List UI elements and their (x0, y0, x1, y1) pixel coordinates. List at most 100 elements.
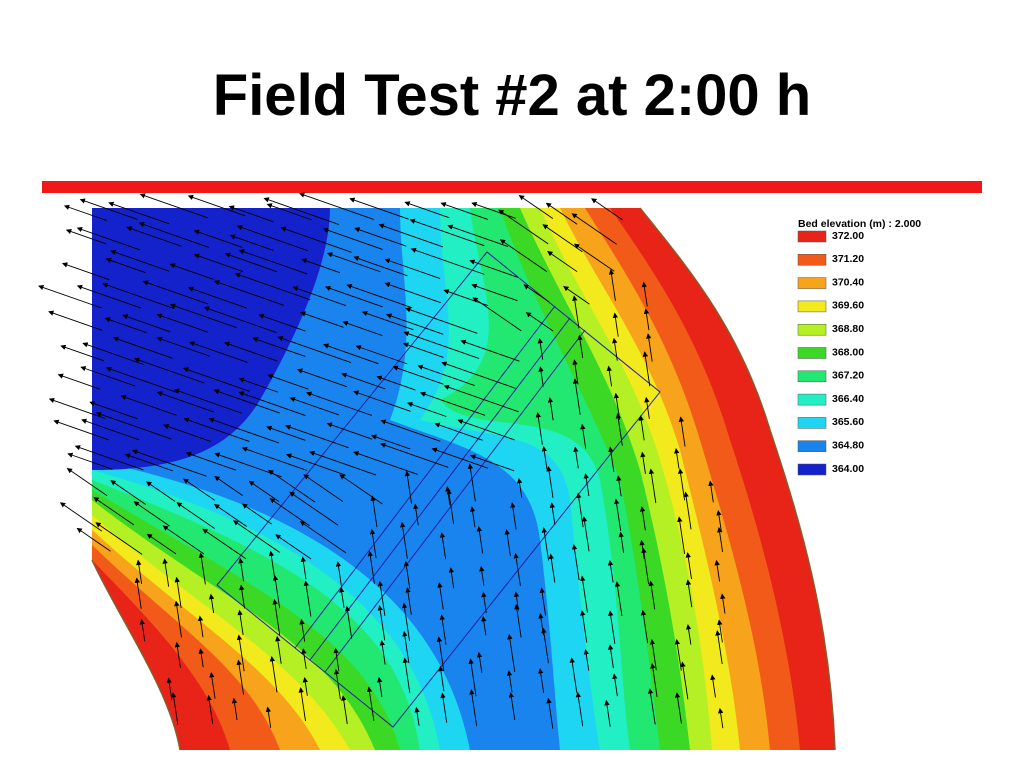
velocity-arrow (138, 222, 210, 248)
velocity-arrow (203, 306, 277, 333)
velocity-arrow (685, 624, 692, 645)
velocity-arrow (498, 209, 549, 245)
velocity-arrow (105, 257, 146, 274)
velocity-arrow (720, 593, 726, 614)
velocity-arrow (436, 636, 445, 672)
velocity-arrow (213, 280, 285, 306)
velocity-arrow (301, 648, 307, 670)
velocity-arrow (419, 391, 486, 416)
velocity-arrow (708, 480, 714, 503)
velocity-arrow (265, 706, 272, 728)
test-frame (216, 251, 661, 728)
legend-label: 372.00 (832, 230, 864, 242)
velocity-arrow (538, 668, 545, 693)
velocity-arrow (231, 697, 238, 721)
velocity-arrow (583, 649, 590, 671)
velocity-arrow (110, 480, 147, 505)
velocity-arrow (380, 419, 441, 442)
velocity-arrow (182, 367, 251, 392)
velocity-arrow (683, 491, 692, 530)
velocity-arrow (139, 193, 208, 219)
velocity-arrow (537, 337, 544, 360)
velocity-arrow (344, 605, 353, 639)
velocity-arrow (301, 258, 341, 274)
legend-title: Bed elevation (m) : 2.000 (798, 218, 921, 230)
velocity-arrow (66, 468, 108, 497)
velocity-arrow (678, 416, 686, 447)
legend-swatch (797, 347, 827, 359)
velocity-arrow (404, 201, 450, 219)
velocity-arrow (183, 478, 215, 501)
velocity-arrow (680, 661, 689, 700)
velocity-arrow (606, 365, 613, 387)
velocity-arrow (413, 503, 419, 526)
velocity-arrow (716, 526, 724, 553)
velocity-arrow (299, 521, 347, 554)
velocity-arrow (547, 397, 554, 421)
legend-label: 367.20 (832, 370, 864, 382)
velocity-arrow (342, 320, 383, 336)
velocity-arrow (234, 272, 311, 301)
velocity-arrow (142, 280, 208, 305)
legend-swatch (797, 254, 827, 266)
velocity-arrow (647, 688, 656, 725)
velocity-arrow (440, 692, 448, 723)
velocity-arrow (237, 609, 244, 636)
velocity-arrow (208, 593, 215, 614)
velocity-arrow (650, 663, 658, 697)
velocity-arrow (499, 239, 548, 273)
velocity-arrow (638, 415, 645, 441)
velocity-arrow (580, 610, 588, 643)
velocity-arrow (646, 333, 653, 362)
velocity-arrow (48, 310, 103, 331)
velocity-arrow (95, 411, 172, 440)
velocity-arrow (272, 574, 281, 609)
velocity-arrow (74, 445, 144, 471)
velocity-arrow (171, 692, 179, 725)
velocity-arrow (335, 561, 343, 589)
velocity-arrow (685, 552, 692, 580)
velocity-arrow (717, 707, 724, 729)
velocity-arrow (63, 204, 108, 222)
velocity-arrow (710, 674, 716, 698)
velocity-arrow (268, 469, 316, 503)
velocity-arrow (642, 351, 651, 387)
velocity-arrow (506, 670, 513, 693)
velocity-arrow (481, 616, 487, 636)
velocity-arrow (361, 310, 414, 331)
velocity-arrow (134, 577, 142, 609)
velocity-arrow (507, 633, 516, 673)
velocity-arrow (185, 451, 237, 471)
velocity-arrow (370, 434, 411, 450)
velocity-arrow (324, 285, 383, 308)
velocity-arrow (714, 559, 721, 582)
velocity-arrow (95, 522, 143, 555)
velocity-arrow (460, 339, 520, 362)
velocity-arrow (102, 282, 175, 310)
velocity-arrow (169, 303, 237, 329)
velocity-arrow (286, 453, 346, 476)
velocity-arrow (146, 533, 177, 555)
velocity-arrow (369, 528, 377, 559)
legend-swatch (797, 463, 827, 476)
velocity-arrow (469, 689, 478, 727)
velocity-arrow (674, 692, 682, 724)
velocity-arrow (516, 477, 523, 498)
velocity-arrow (241, 503, 272, 525)
velocity-arrow (384, 258, 441, 279)
velocity-arrow (448, 567, 455, 589)
legend-swatch (797, 370, 827, 383)
velocity-arrow (508, 692, 516, 721)
legend-swatch (797, 277, 827, 289)
velocity-arrow (471, 283, 518, 302)
velocity-arrow (122, 314, 171, 333)
velocity-arrow (228, 205, 274, 223)
velocity-arrow (280, 226, 352, 253)
velocity-arrow (206, 694, 214, 724)
velocity-arrow (402, 630, 410, 664)
velocity-arrow (80, 366, 136, 387)
legend-label: 364.00 (832, 463, 864, 475)
velocity-arrow (443, 384, 519, 413)
velocity-arrow (404, 470, 412, 504)
velocity-arrow (76, 527, 111, 552)
